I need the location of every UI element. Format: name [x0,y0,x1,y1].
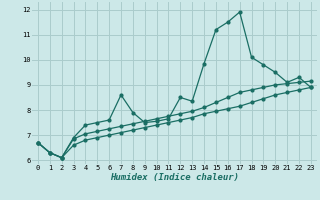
X-axis label: Humidex (Indice chaleur): Humidex (Indice chaleur) [110,173,239,182]
